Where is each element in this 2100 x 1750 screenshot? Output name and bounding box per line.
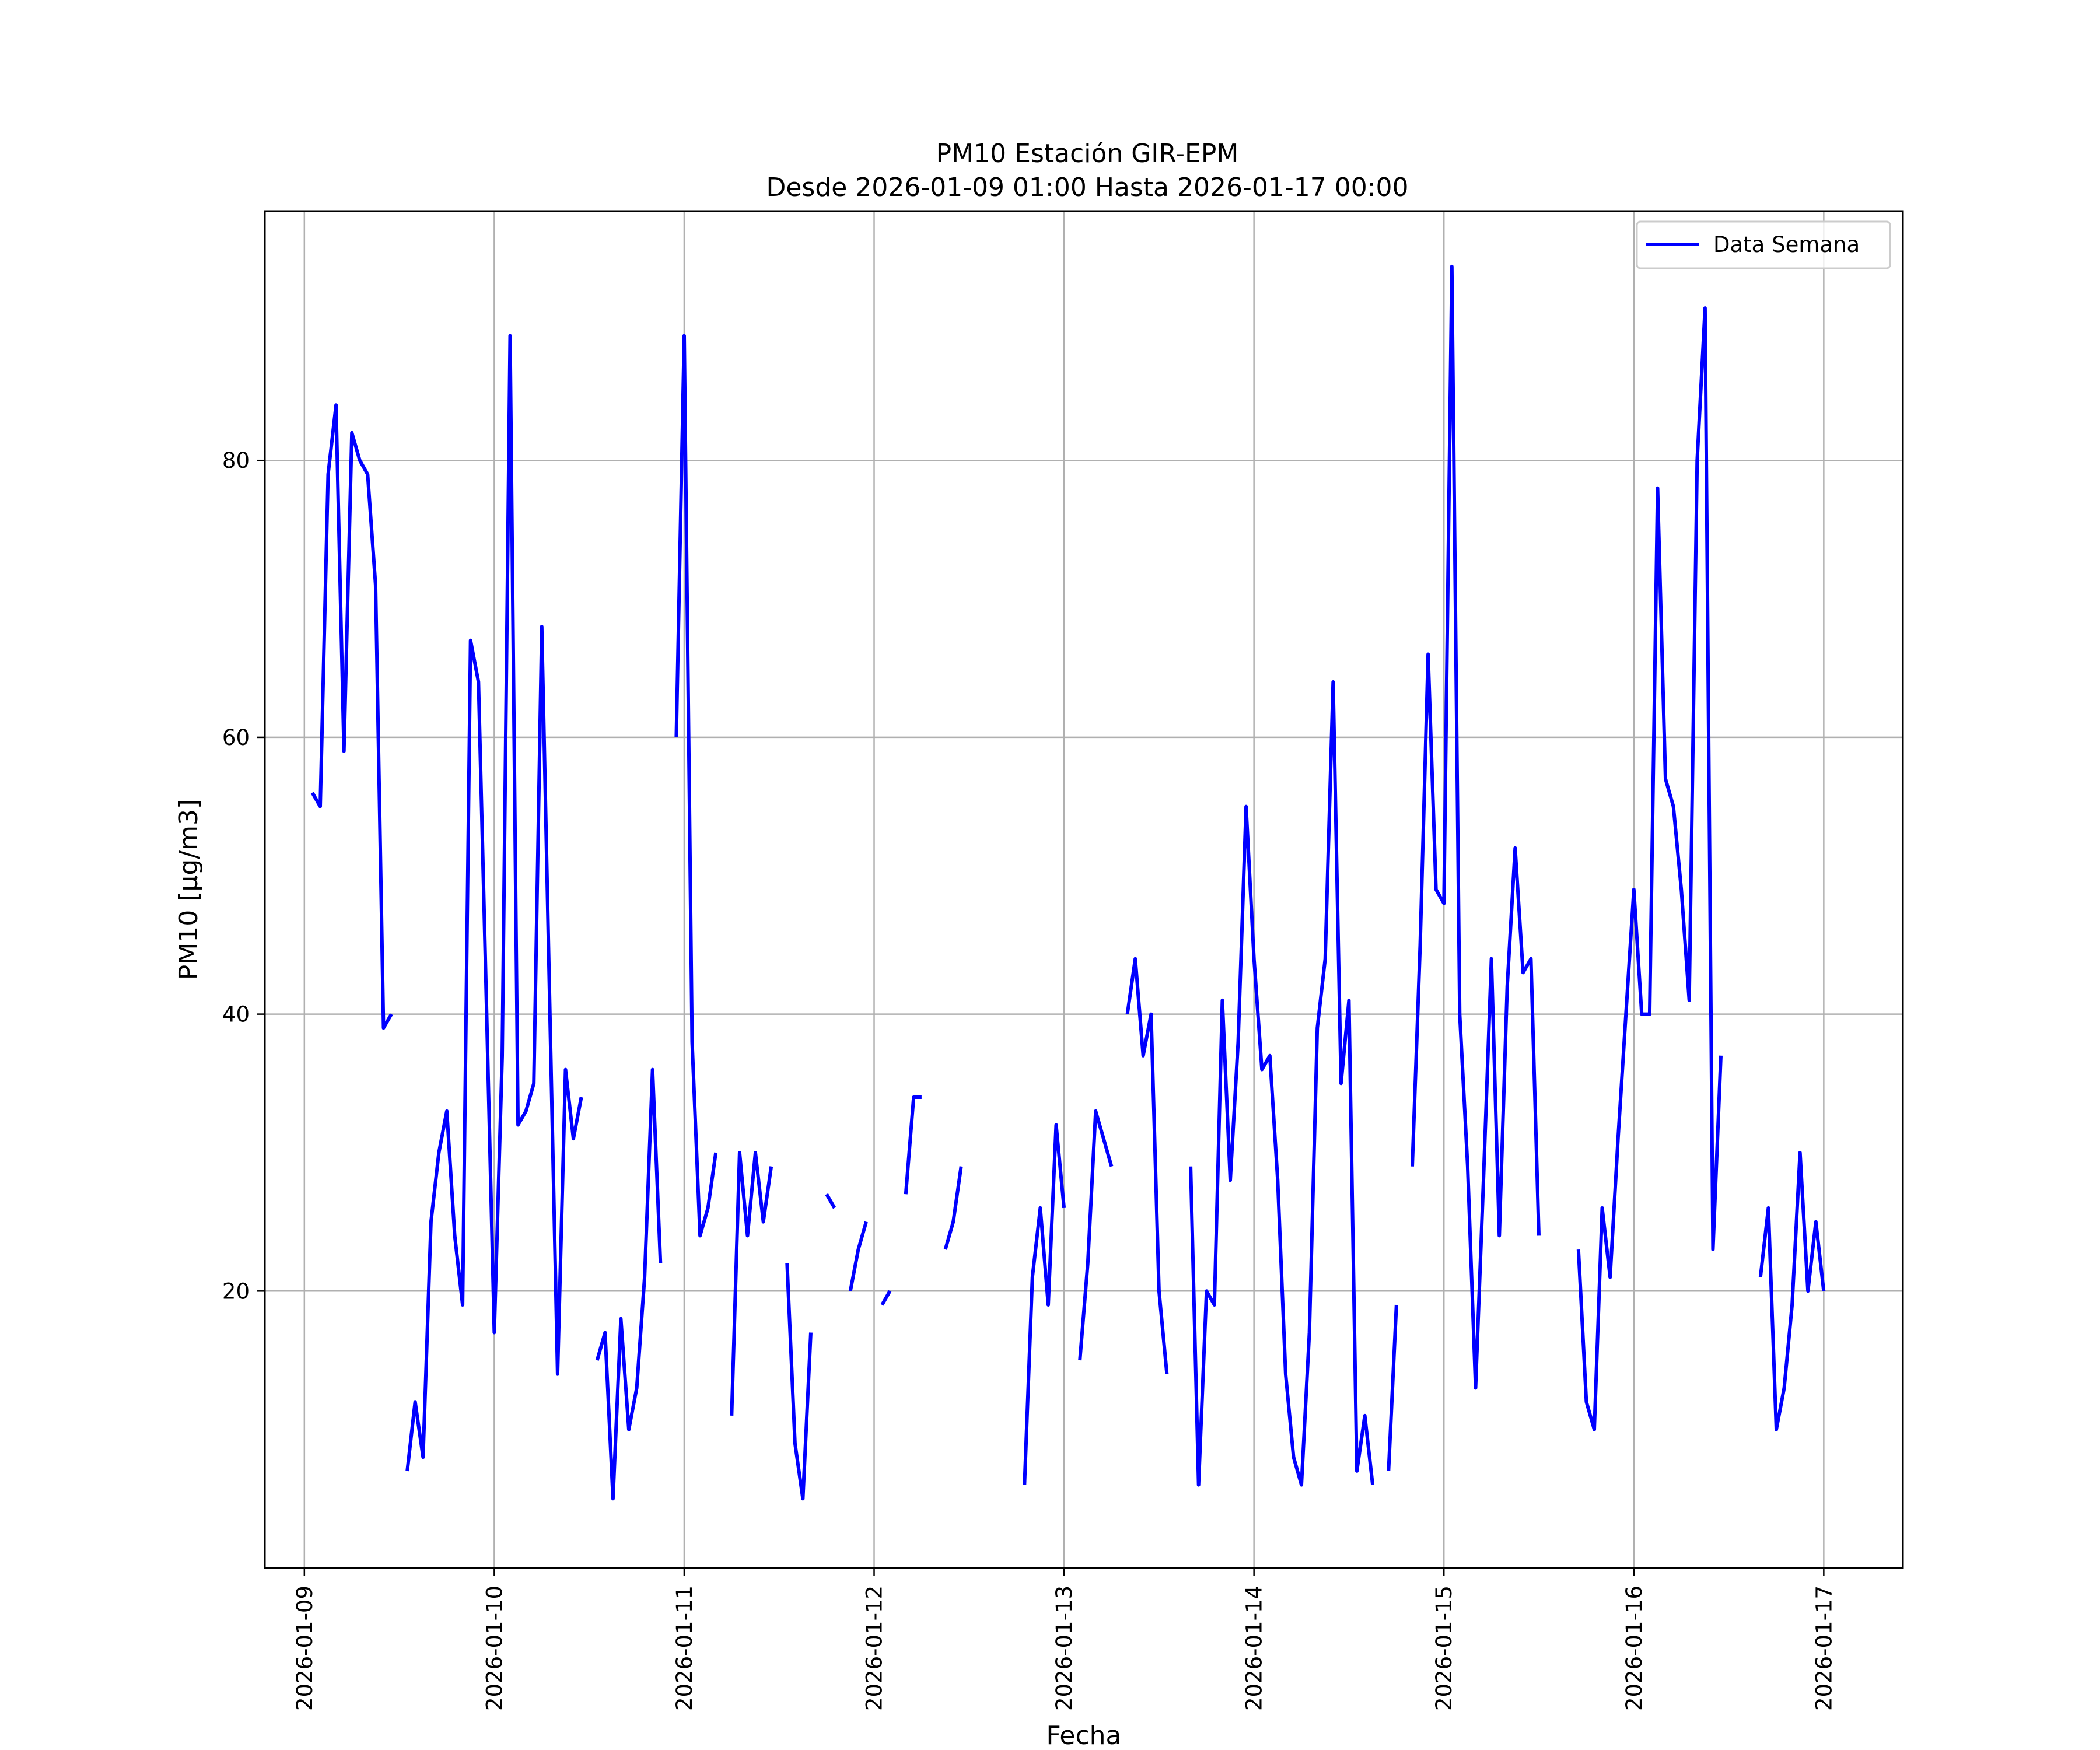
series-line-segment: [405, 334, 583, 1472]
x-tick-label: 2026-01-16: [1622, 1586, 1647, 1711]
chart-title: PM10 Estación GIR-EPM: [936, 139, 1239, 169]
y-tick-label: 40: [222, 1002, 250, 1027]
legend-label: Data Semana: [1713, 232, 1860, 257]
x-tick-label: 2026-01-13: [1052, 1586, 1077, 1711]
series-line-segment: [310, 403, 393, 1030]
data-series-lines: [310, 264, 1826, 1501]
series-line-segment: [943, 1166, 963, 1250]
y-tick-label: 60: [222, 725, 250, 750]
series-line-segment: [1125, 957, 1169, 1374]
x-tick-label: 2026-01-17: [1811, 1586, 1836, 1711]
series-line-segment: [1078, 1109, 1114, 1361]
x-tick-label: 2026-01-11: [672, 1586, 697, 1711]
series-line-segment: [730, 1151, 774, 1416]
series-line-segment: [1387, 1304, 1398, 1472]
x-tick-label: 2026-01-14: [1242, 1586, 1267, 1711]
x-tick-label: 2026-01-09: [292, 1586, 317, 1711]
plot-frame: [264, 210, 1904, 1569]
legend: Data Semana: [1636, 220, 1891, 270]
y-tick-label: 80: [222, 448, 250, 473]
series-line-segment: [1410, 264, 1541, 1390]
legend-box: [1636, 220, 1891, 270]
series-line-segment: [904, 1096, 922, 1195]
series-line-segment: [825, 1193, 836, 1209]
axis-ticks: 2026-01-09 2026-01-10 2026-01-11 2026-01-12…: [222, 448, 1836, 1711]
series-line-segment: [595, 1068, 663, 1501]
series-line-segment: [674, 334, 718, 1238]
series-line-segment: [1576, 306, 1723, 1432]
x-tick-label: 2026-01-10: [482, 1586, 507, 1711]
y-axis-label: PM10 [μg/m3]: [174, 799, 204, 980]
y-tick-label: 20: [222, 1279, 250, 1304]
chart-subtitle: Desde 2026-01-09 01:00 Hasta 2026-01-17 …: [766, 173, 1408, 202]
series-line-segment: [848, 1221, 868, 1292]
series-line-segment: [880, 1290, 892, 1306]
series-line-segment: [1023, 1123, 1066, 1485]
x-tick-label: 2026-01-12: [862, 1586, 887, 1711]
x-tick-label: 2026-01-15: [1432, 1586, 1457, 1711]
series-line-segment: [1189, 680, 1375, 1487]
series-line-segment: [785, 1263, 813, 1501]
series-line-segment: [1758, 1151, 1826, 1432]
x-axis-label: Fecha: [1046, 1721, 1121, 1750]
